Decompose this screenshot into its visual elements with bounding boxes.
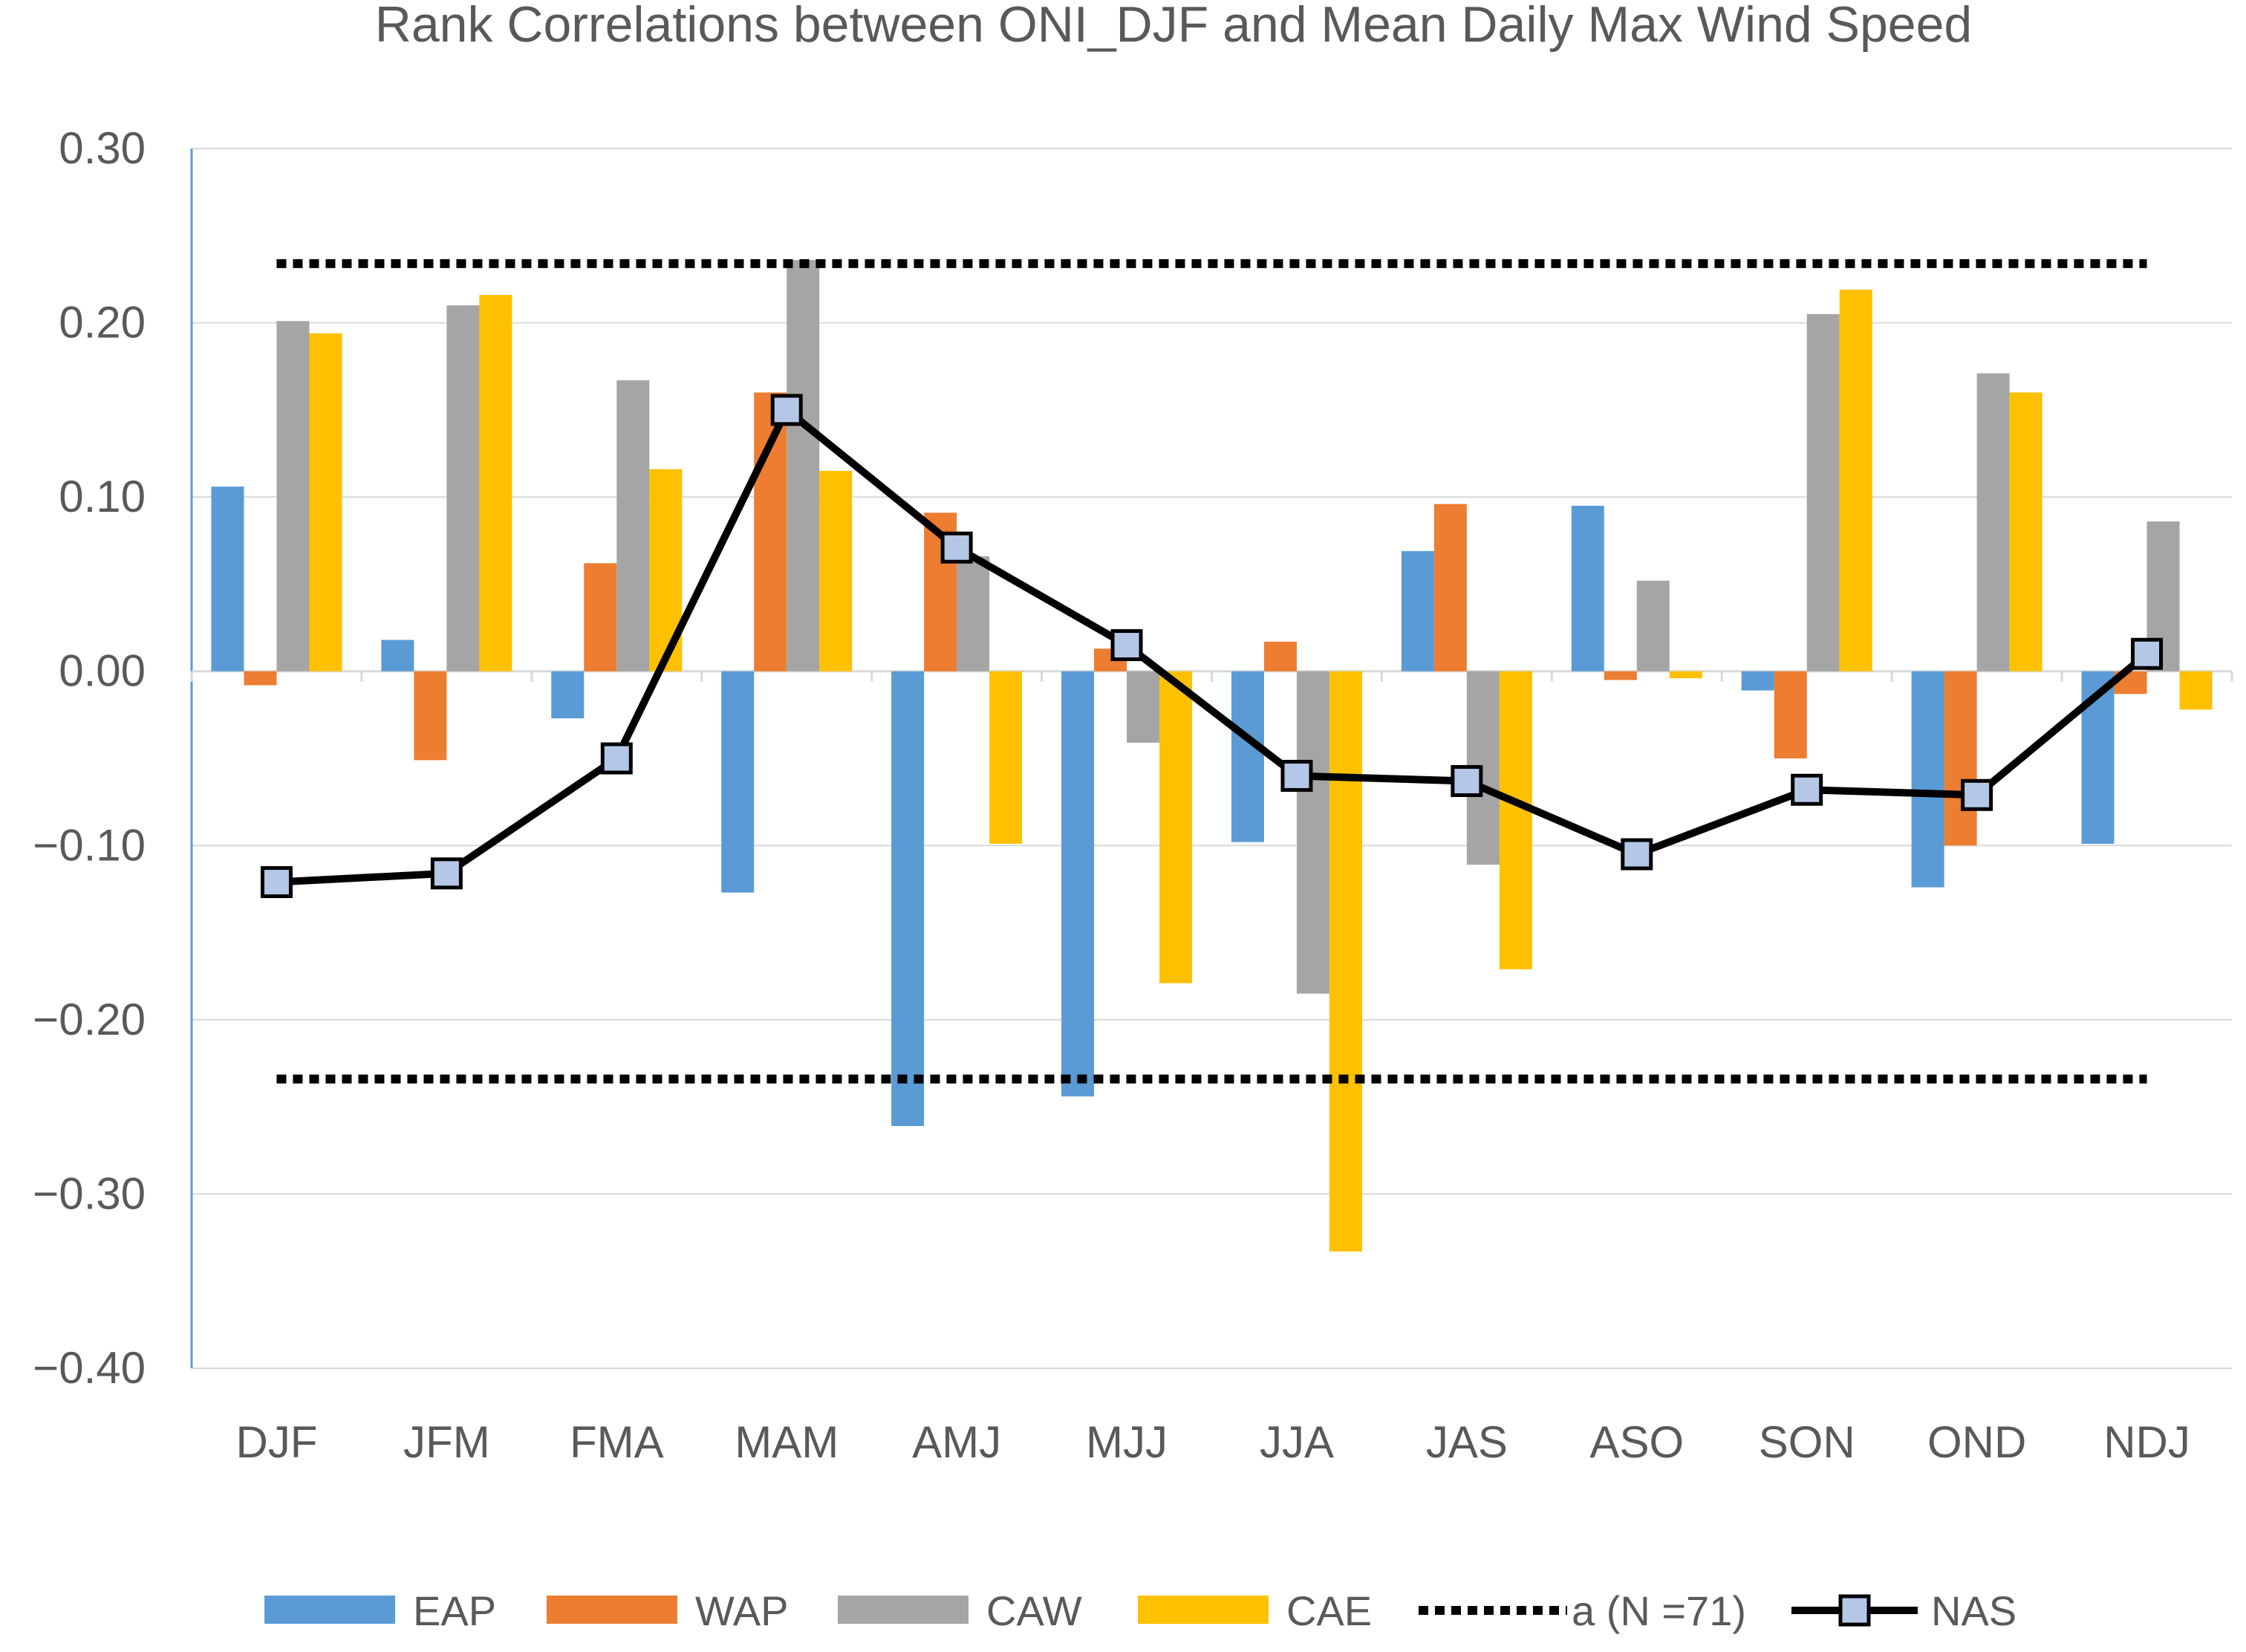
legend-swatch-wap — [547, 1596, 677, 1624]
bar-eap-mam — [721, 671, 755, 893]
bar-cae-aso — [1669, 671, 1702, 679]
y-tick-label: −0.30 — [33, 1168, 146, 1218]
bar-cae-mjj — [1159, 671, 1193, 983]
marker-nas-jas — [1451, 764, 1483, 797]
bar-wap-fma — [584, 563, 617, 671]
marker-nas-mam — [770, 394, 803, 426]
nas-line-series — [260, 394, 2164, 899]
y-tick-label: 0.20 — [59, 298, 146, 348]
axes — [190, 149, 2233, 1368]
threshold-lines — [276, 258, 2147, 1084]
x-tick-label: AMJ — [912, 1417, 1001, 1467]
legend-label-nas: NAS — [1931, 1587, 2016, 1634]
bar-caw-jfm — [446, 305, 480, 671]
chart-title: Rank Correlations between ONI_DJF and Me… — [375, 0, 1973, 53]
x-tick-label: MAM — [735, 1417, 839, 1467]
bar-eap-son — [1741, 671, 1774, 691]
marker-nas-amj — [940, 531, 973, 564]
bar-eap-mjj — [1061, 671, 1095, 1097]
bar-eap-aso — [1571, 505, 1604, 671]
y-tick-label: −0.10 — [33, 820, 146, 870]
y-tick-label: 0.00 — [59, 646, 146, 696]
bar-caw-fma — [616, 380, 650, 671]
bar-wap-son — [1774, 671, 1807, 758]
legend-swatch-caw — [838, 1596, 969, 1624]
bar-cae-mam — [819, 470, 853, 671]
bar-wap-jja — [1263, 641, 1297, 671]
bar-eap-ond — [1911, 671, 1944, 888]
bar-wap-jas — [1433, 504, 1467, 671]
tick-labels: 0.30 0.20 0.10 0.00 −0.10 −0.20 −0.30 −0.40 DJF J… — [33, 123, 2190, 1467]
x-tick-label: OND — [1927, 1417, 2026, 1467]
x-tick-label: DJF — [235, 1417, 317, 1467]
bar-eap-fma — [551, 671, 585, 719]
x-tick-label: MJJ — [1086, 1417, 1168, 1467]
x-tick-label: FMA — [570, 1417, 664, 1467]
bar-caw-mjj — [1127, 671, 1160, 743]
legend-label-a-n-71: a (N =71) — [1572, 1587, 1746, 1634]
bar-cae-ndj — [2179, 671, 2213, 710]
bar-eap-amj — [891, 671, 925, 1126]
bar-cae-djf — [309, 333, 342, 671]
bar-wap-aso — [1604, 671, 1637, 680]
legend-label-wap: WAP — [695, 1587, 788, 1634]
bar-caw-amj — [957, 556, 990, 671]
x-tick-label: JAS — [1426, 1417, 1508, 1467]
bar-eap-jas — [1401, 550, 1434, 671]
y-tick-label: 0.10 — [59, 472, 146, 521]
legend-swatch-eap — [264, 1596, 395, 1624]
bar-wap-mam — [754, 392, 787, 671]
bar-eap-jja — [1231, 671, 1264, 842]
bar-caw-djf — [276, 321, 310, 671]
bar-caw-son — [1806, 313, 1840, 671]
bar-eap-jfm — [381, 640, 414, 671]
x-tick-label: JJA — [1260, 1417, 1334, 1467]
legend-label-eap: EAP — [413, 1587, 496, 1634]
bar-caw-aso — [1636, 580, 1670, 671]
marker-nas-jja — [1280, 759, 1313, 792]
bar-wap-djf — [244, 671, 277, 686]
y-tick-label: −0.40 — [33, 1343, 146, 1393]
bar-cae-jas — [1499, 671, 1532, 969]
bar-eap-djf — [211, 487, 244, 671]
legend-marker-nas — [1838, 1594, 1871, 1627]
y-tick-label: −0.20 — [33, 995, 146, 1044]
bar-cae-jfm — [479, 295, 512, 671]
bar-caw-ond — [1976, 373, 2010, 671]
x-tick-label: SON — [1759, 1417, 1855, 1467]
marker-nas-djf — [260, 866, 293, 899]
grid-lines — [192, 148, 2232, 1369]
marker-nas-aso — [1621, 838, 1653, 871]
marker-nas-jfm — [430, 857, 463, 890]
bar-cae-jja — [1329, 671, 1362, 1252]
marker-nas-fma — [600, 742, 633, 775]
bar-wap-ond — [1944, 671, 1977, 846]
marker-nas-ond — [1961, 778, 1993, 811]
legend-swatch-cae — [1138, 1596, 1269, 1624]
bar-cae-ond — [2009, 392, 2042, 671]
marker-nas-ndj — [2131, 637, 2164, 670]
bar-cae-amj — [989, 671, 1023, 844]
bar-caw-jja — [1296, 671, 1329, 994]
bar-cae-son — [1839, 290, 1872, 671]
legend-label-caw: CAW — [986, 1587, 1082, 1634]
bars — [211, 260, 2213, 1252]
bar-caw-mam — [787, 260, 820, 671]
x-tick-label: NDJ — [2103, 1417, 2190, 1467]
marker-nas-son — [1791, 773, 1823, 806]
marker-nas-mjj — [1110, 629, 1143, 662]
x-tick-label: ASO — [1589, 1417, 1684, 1467]
y-tick-label: 0.30 — [59, 123, 146, 173]
legend: EAP WAP CAW CAE a (N =71) NAS — [264, 1587, 2016, 1634]
legend-label-cae: CAE — [1286, 1587, 1372, 1634]
x-tick-label: JFM — [403, 1417, 490, 1467]
bar-wap-jfm — [414, 671, 447, 761]
line-nas — [276, 406, 2149, 886]
